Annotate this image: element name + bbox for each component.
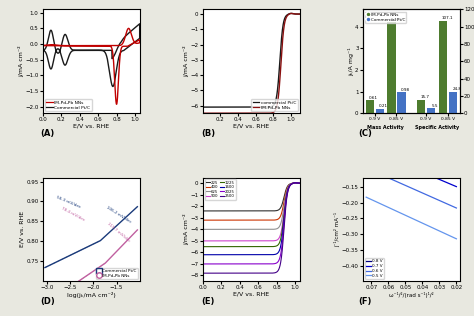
Legend: 225, 400, 625, 900, 1225, 1600, 2025, 2500: 225, 400, 625, 900, 1225, 1600, 2025, 25… (205, 179, 236, 199)
Legend: 0.8 V, 0.7 V, 0.6 V, 0.5 V: 0.8 V, 0.7 V, 0.6 V, 0.5 V (365, 258, 384, 279)
Legend: commercial Pt/C, IM-Pd₃Pb NNs: commercial Pt/C, IM-Pd₃Pb NNs (252, 99, 298, 111)
Bar (397, 92, 406, 113)
Bar (375, 109, 384, 113)
Text: 0.21: 0.21 (379, 104, 388, 108)
Bar (365, 100, 374, 113)
Y-axis label: E/V vs. RHE: E/V vs. RHE (20, 211, 25, 247)
Text: (B): (B) (201, 129, 215, 138)
Text: 106.2 mV/dec: 106.2 mV/dec (106, 206, 132, 224)
X-axis label: ω⁻¹/²/(rad s⁻¹)¹/²: ω⁻¹/²/(rad s⁻¹)¹/² (389, 292, 434, 298)
Bar (387, 22, 396, 113)
Text: 0.98: 0.98 (401, 88, 410, 92)
Legend: IM-Pd₃Pb NNs, Commercial Pt/C: IM-Pd₃Pb NNs, Commercial Pt/C (45, 99, 91, 111)
Bar (449, 92, 457, 113)
Legend: IM-Pd₃Pb NNs, Commercial Pt/C: IM-Pd₃Pb NNs, Commercial Pt/C (365, 12, 406, 23)
Text: (E): (E) (201, 297, 214, 306)
X-axis label: log(jₖ/mA cm⁻²): log(jₖ/mA cm⁻²) (67, 292, 116, 298)
Text: (A): (A) (41, 129, 55, 138)
Y-axis label: j/mA cm⁻²: j/mA cm⁻² (183, 214, 189, 245)
Text: 5.5: 5.5 (432, 104, 438, 108)
Text: 56.3 mV/dec: 56.3 mV/dec (55, 195, 81, 209)
Text: (C): (C) (358, 129, 372, 138)
Text: Specific Activity: Specific Activity (415, 125, 459, 130)
X-axis label: E/V vs. RHE: E/V vs. RHE (73, 124, 109, 129)
Text: 24.8: 24.8 (453, 88, 462, 91)
Bar (427, 108, 435, 113)
Text: 78.4 mV/dec: 78.4 mV/dec (60, 207, 85, 222)
X-axis label: E/V vs. RHE: E/V vs. RHE (233, 292, 269, 297)
X-axis label: E/V vs. RHE: E/V vs. RHE (233, 124, 269, 129)
Legend: Commercial Pt/C, IM-Pd₃Pb NNs: Commercial Pt/C, IM-Pd₃Pb NNs (96, 268, 137, 279)
Y-axis label: j/mA cm⁻²: j/mA cm⁻² (18, 46, 24, 77)
Text: Mass Activity: Mass Activity (367, 125, 404, 130)
Text: 4.20: 4.20 (391, 18, 400, 22)
Y-axis label: jₖ/A mg⁻¹: jₖ/A mg⁻¹ (348, 47, 354, 76)
Bar (417, 100, 425, 113)
Text: (F): (F) (358, 297, 371, 306)
Text: 0.61: 0.61 (369, 96, 378, 100)
Y-axis label: j⁻¹/cm² mA⁻¹: j⁻¹/cm² mA⁻¹ (334, 212, 340, 247)
Bar (439, 21, 447, 113)
Text: 15.7: 15.7 (420, 95, 429, 99)
Y-axis label: j/mA cm⁻²: j/mA cm⁻² (183, 46, 189, 77)
Text: 107.1: 107.1 (441, 16, 453, 20)
Text: (D): (D) (41, 297, 55, 306)
Text: 119.7 mV/dec: 119.7 mV/dec (107, 222, 131, 243)
